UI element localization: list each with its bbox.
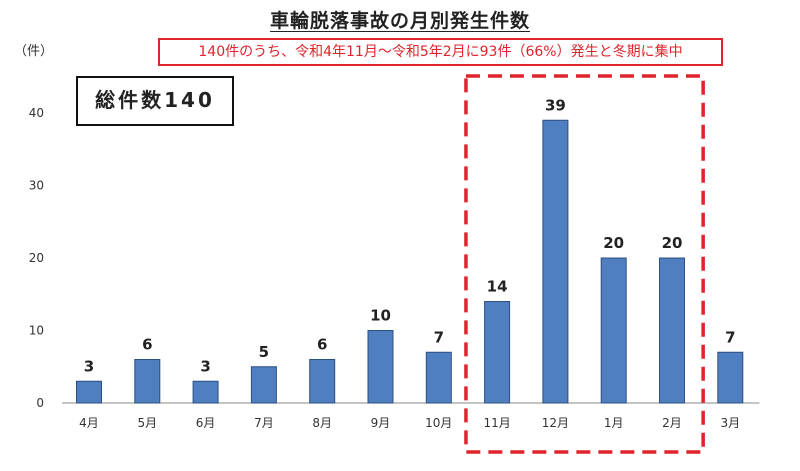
x-tick-label: 4月	[79, 416, 99, 430]
x-tick-label: 1月	[604, 416, 624, 430]
data-label: 39	[545, 96, 566, 114]
x-tick-label: 8月	[312, 416, 332, 430]
chart-title: 車輪脱落事故の月別発生件数	[269, 10, 530, 32]
total-count-box: 総件数140	[76, 76, 234, 126]
x-tick-label: 5月	[137, 416, 157, 430]
bar	[250, 366, 277, 404]
bar	[600, 257, 627, 404]
data-label: 20	[662, 234, 683, 252]
bar	[717, 351, 744, 404]
x-tick-label: 2月	[662, 416, 682, 430]
bar	[192, 380, 219, 404]
y-tick-label: 20	[29, 251, 44, 265]
data-label: 7	[725, 328, 735, 346]
data-label: 7	[434, 328, 444, 346]
data-label: 20	[603, 234, 624, 252]
x-tick-label: 11月	[483, 416, 510, 430]
y-tick-label: 10	[29, 324, 44, 338]
y-tick-label: 40	[29, 106, 44, 120]
data-label: 6	[317, 336, 327, 354]
data-label: 10	[370, 307, 391, 325]
winter-highlight-frame	[464, 74, 705, 454]
bar	[542, 119, 569, 404]
data-label: 5	[259, 343, 269, 361]
x-tick-label: 12月	[542, 416, 569, 430]
data-label: 6	[142, 336, 152, 354]
winter-concentration-note: 140件のうち、令和4年11月～令和5年2月に93件（66%）発生と冬期に集中	[158, 38, 723, 66]
x-tick-label: 7月	[254, 416, 274, 430]
x-tick-label: 9月	[371, 416, 391, 430]
x-tick-label: 10月	[425, 416, 452, 430]
bar	[659, 257, 685, 404]
bar	[484, 301, 511, 404]
x-tick-label: 3月	[720, 416, 740, 430]
y-tick-label: 30	[29, 179, 44, 193]
bar	[425, 351, 452, 404]
data-label: 3	[84, 357, 94, 375]
y-unit-label: （件）	[14, 44, 54, 59]
bar	[309, 359, 336, 404]
data-label: 3	[200, 357, 210, 375]
y-tick-label: 0	[36, 396, 44, 410]
bar	[76, 380, 102, 404]
x-tick-label: 6月	[196, 416, 216, 430]
data-label: 14	[487, 278, 508, 296]
bar	[134, 359, 161, 404]
bar	[367, 330, 394, 404]
